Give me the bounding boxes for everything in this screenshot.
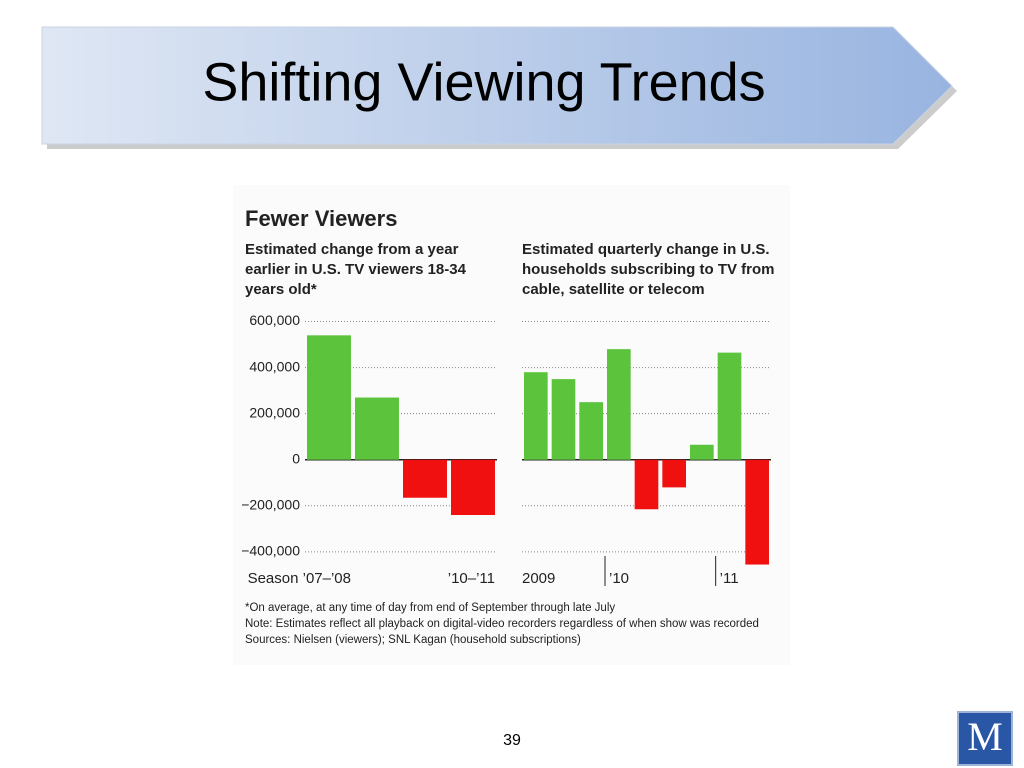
y-tick-label: −200,000 [241, 497, 300, 513]
graphic-title: Fewer Viewers [245, 206, 398, 231]
logo-letter: M [967, 714, 1003, 759]
y-tick-label: 200,000 [249, 404, 300, 420]
slide-title: Shifting Viewing Trends [202, 52, 765, 112]
title-banner [41, 26, 953, 145]
logo [957, 711, 1013, 766]
x-tick-label: ’10 [609, 570, 629, 587]
x-tick-label: ’11 [720, 570, 739, 587]
bar [690, 444, 714, 460]
bar [355, 397, 399, 460]
y-tick-label: −400,000 [241, 543, 300, 559]
bar [745, 459, 769, 565]
bar [634, 459, 659, 510]
y-tick-label: 400,000 [249, 358, 300, 374]
chart-subtitle: Estimated change from a year earlier in … [245, 241, 466, 298]
bar [579, 402, 603, 460]
chart-subtitle: Estimated quarterly change in U.S. house… [522, 241, 775, 298]
bar [451, 459, 495, 516]
note: Note: Estimates reflect all playback on … [245, 618, 759, 630]
bar [307, 335, 351, 460]
bar [524, 372, 548, 460]
y-tick-label: 0 [292, 450, 300, 466]
note: *On average, at any time of day from end… [245, 602, 616, 614]
x-tick-label: ’10–’11 [448, 570, 495, 587]
x-tick-label: 2009 [522, 570, 555, 587]
notes: *On average, at any time of day from end… [245, 600, 790, 648]
note: Sources: Nielsen (viewers); SNL Kagan (h… [245, 634, 581, 646]
bar [717, 352, 742, 460]
y-tick-label: 600,000 [249, 312, 300, 328]
x-tick-label: Season ’07–’08 [248, 570, 351, 587]
bar [551, 379, 576, 460]
plot-area: 600,000 400,000 200,000 0 −200,000 −400,000 Se… [241, 312, 771, 587]
bar [607, 349, 631, 460]
bar [403, 459, 447, 498]
bar [662, 459, 686, 488]
page-number: 39 [503, 732, 521, 749]
